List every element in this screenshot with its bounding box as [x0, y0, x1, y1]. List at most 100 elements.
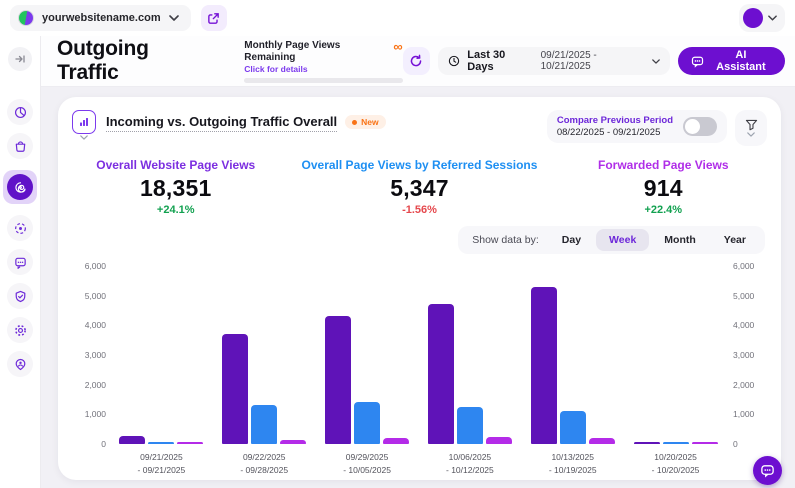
- sidebar-item-products[interactable]: [7, 133, 33, 159]
- ai-chat-icon: [691, 55, 704, 68]
- compare-range: 08/22/2025 - 09/21/2025: [556, 127, 661, 139]
- toggle-knob: [685, 119, 700, 135]
- show-data-option-week[interactable]: Week: [596, 229, 650, 251]
- bar-overall-page-views-by-referred-sessions[interactable]: [456, 406, 483, 444]
- metric-delta: +22.4%: [644, 204, 683, 216]
- show-data-by-label: Show data by:: [472, 234, 539, 246]
- sidebar-toggle-button[interactable]: [8, 47, 32, 71]
- chat-bubble-icon: [760, 463, 775, 478]
- x-axis-label: 09/22/2025- 09/28/2025: [240, 452, 289, 476]
- y-tick-label: 0: [101, 438, 106, 449]
- y-tick-label: 5,000: [733, 290, 755, 301]
- y-tick-label: 3,000: [84, 349, 106, 360]
- refresh-button[interactable]: [402, 47, 431, 75]
- gear-icon: [14, 324, 27, 337]
- user-menu[interactable]: [739, 4, 785, 32]
- bar-overall-website-page-views[interactable]: [222, 334, 249, 444]
- bar-forwarded-page-views[interactable]: [177, 441, 204, 444]
- bar-overall-page-views-by-referred-sessions[interactable]: [559, 411, 586, 444]
- bar-overall-page-views-by-referred-sessions[interactable]: [251, 405, 278, 444]
- quota-details-link[interactable]: Click for details: [244, 63, 308, 74]
- bar-overall-website-page-views[interactable]: [530, 287, 557, 444]
- bar-overall-website-page-views[interactable]: [119, 436, 146, 444]
- metric-value: 18,351: [139, 175, 212, 201]
- shopping-bag-icon: [14, 140, 27, 153]
- bar-forwarded-page-views[interactable]: [691, 441, 718, 444]
- show-data-by-group: Show data by: Day Week Month Year: [458, 226, 765, 254]
- ai-assistant-button[interactable]: AI Assistant: [677, 47, 785, 75]
- sidebar-item-security[interactable]: [7, 283, 33, 309]
- shield-check-icon: [14, 290, 27, 303]
- new-badge: New: [345, 115, 386, 129]
- x-axis-label: 10/13/2025- 10/19/2025: [548, 452, 597, 476]
- bar-forwarded-page-views[interactable]: [280, 439, 307, 444]
- show-data-option-year[interactable]: Year: [711, 229, 759, 251]
- target-icon: [14, 222, 27, 235]
- y-tick-label: 5,000: [84, 290, 106, 301]
- sidebar-item-traffic[interactable]: [3, 170, 37, 204]
- y-tick-label: 6,000: [733, 261, 755, 271]
- chevron-down-icon: [168, 15, 179, 21]
- x-axis-label: 10/06/2025- 10/12/2025: [446, 452, 494, 476]
- date-range-value: 09/21/2025 - 10/21/2025: [540, 50, 597, 72]
- chat-icon: [14, 256, 27, 269]
- sidebar-item-audience[interactable]: [7, 215, 33, 241]
- bar-group: [530, 287, 615, 444]
- compare-toggle[interactable]: [683, 117, 717, 137]
- bar-overall-page-views-by-referred-sessions[interactable]: [148, 441, 175, 444]
- bar-forwarded-page-views[interactable]: [588, 438, 615, 444]
- y-tick-label: 1,000: [733, 409, 755, 420]
- sidebar: [0, 36, 41, 488]
- monthly-quota-title: Monthly Page Views Remaining: [244, 39, 341, 63]
- traffic-overview-card: Incoming vs. Outgoing Traffic Overall Ne…: [58, 97, 781, 480]
- metric-label: Forwarded Page Views: [598, 158, 729, 172]
- y-tick-label: 4,000: [733, 320, 755, 331]
- bar-chart-icon: [72, 110, 96, 134]
- bar-group: [325, 315, 410, 444]
- chart-y-axis-left: 6,000 5,000 4,000 3,000 2,000 1,000 0: [74, 261, 110, 449]
- bar-group: [427, 303, 512, 444]
- ai-assistant-label: AI Assistant: [716, 49, 766, 73]
- support-chat-fab[interactable]: [753, 456, 782, 485]
- compare-previous-period: Compare Previous Period 08/22/2025 - 09/…: [546, 110, 727, 144]
- y-tick-label: 3,000: [733, 349, 755, 360]
- metric-delta: -1.56%: [402, 204, 437, 216]
- site-logo-icon: [18, 10, 34, 26]
- refresh-icon: [409, 54, 423, 68]
- show-data-option-month[interactable]: Month: [651, 229, 709, 251]
- metric-label: Overall Page Views by Referred Sessions: [301, 158, 538, 172]
- bar-overall-website-page-views[interactable]: [427, 303, 454, 444]
- sidebar-item-messages[interactable]: [7, 249, 33, 275]
- chart-y-axis-right: 6,000 5,000 4,000 3,000 2,000 1,000 0: [727, 261, 763, 449]
- sidebar-item-analytics[interactable]: [7, 99, 33, 125]
- y-tick-label: 2,000: [84, 379, 106, 390]
- x-axis-label: 09/29/2025- 10/05/2025: [343, 452, 391, 476]
- bar-overall-website-page-views[interactable]: [325, 315, 352, 444]
- card-icon-group[interactable]: [72, 110, 96, 140]
- open-site-button[interactable]: [200, 5, 227, 31]
- y-tick-label: 6,000: [84, 261, 106, 271]
- show-data-option-day[interactable]: Day: [549, 229, 594, 251]
- metric: Overall Page Views by Referred Sessions …: [279, 158, 559, 216]
- metric: Overall Website Page Views 18,351 +24.1%: [72, 158, 279, 216]
- site-selector[interactable]: yourwebsitename.com: [10, 5, 191, 31]
- topbar: yourwebsitename.com: [0, 0, 795, 36]
- date-range-filter[interactable]: Last 30 Days 09/21/2025 - 10/21/2025: [438, 47, 670, 75]
- y-tick-label: 0: [733, 438, 738, 449]
- bar-overall-page-views-by-referred-sessions[interactable]: [354, 402, 381, 444]
- quota-progress-bar: [244, 77, 403, 83]
- funnel-icon: [745, 119, 758, 131]
- metric: Forwarded Page Views 914 +22.4%: [560, 158, 767, 216]
- sidebar-item-profile[interactable]: [7, 351, 33, 377]
- date-range-label: Last 30 Days: [467, 49, 506, 73]
- filter-button[interactable]: [735, 110, 767, 146]
- bar-overall-page-views-by-referred-sessions[interactable]: [662, 441, 689, 444]
- chart-x-axis: 09/21/2025- 09/21/2025 09/22/2025- 09/28/…: [110, 451, 727, 477]
- bar-overall-website-page-views[interactable]: [633, 441, 660, 444]
- bar-forwarded-page-views[interactable]: [383, 438, 410, 444]
- collapse-arrow-icon: [14, 53, 26, 65]
- bar-forwarded-page-views[interactable]: [485, 437, 512, 444]
- y-tick-label: 4,000: [84, 320, 106, 331]
- page-header: Outgoing Traffic Monthly Page Views Rema…: [41, 36, 795, 87]
- sidebar-item-settings[interactable]: [7, 317, 33, 343]
